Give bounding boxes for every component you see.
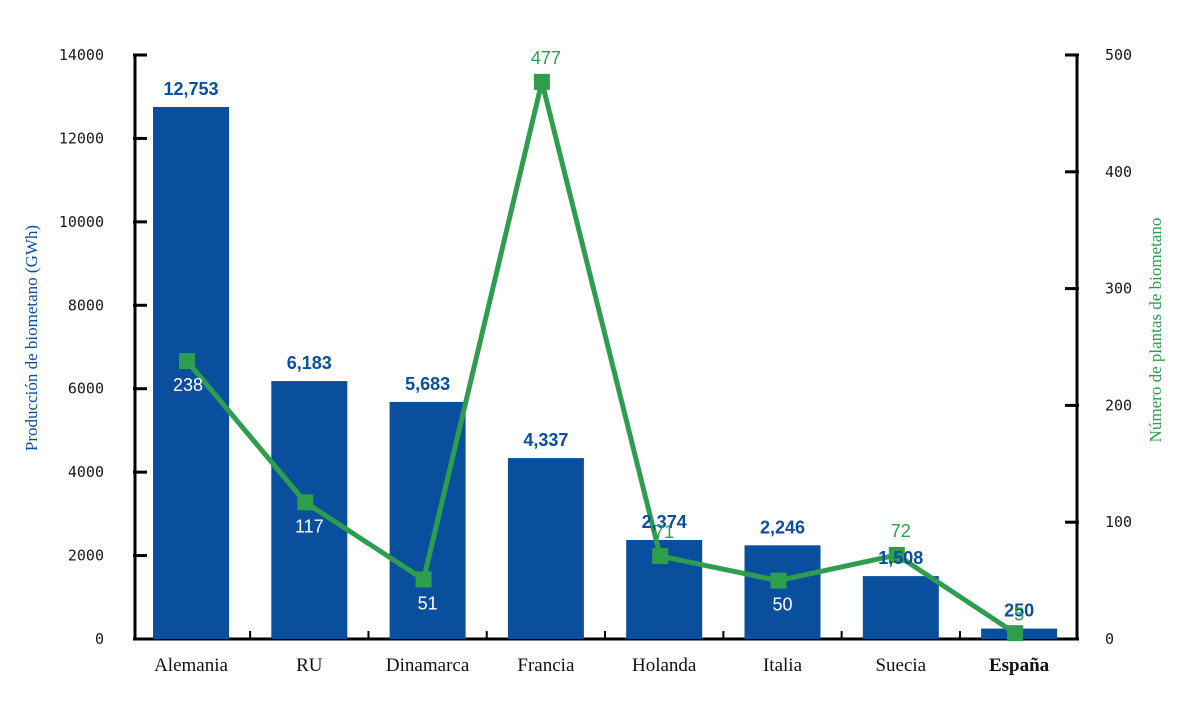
line-marker [888, 546, 905, 563]
left-tick-label: 10000 [59, 213, 104, 231]
left-tick-label: 8000 [68, 296, 104, 314]
category-label: Suecia [875, 655, 926, 676]
left-tick-label: 12000 [59, 129, 104, 147]
bar-value-label: 1,508 [878, 548, 923, 568]
bar-value-label: 2,374 [642, 512, 687, 532]
right-tick-label: 500 [1105, 46, 1132, 64]
bar-value-label: 5,683 [405, 374, 450, 394]
bar [507, 458, 584, 639]
category-label: Francia [517, 655, 575, 676]
line-marker [1007, 625, 1024, 642]
bar [744, 545, 821, 639]
left-tick-label: 4000 [68, 463, 104, 481]
line-value-label: 72 [891, 521, 911, 541]
line-marker [297, 494, 314, 511]
line-marker [652, 548, 669, 565]
category-label: Alemania [154, 655, 228, 676]
right-tick-label: 400 [1105, 163, 1132, 181]
left-tick-label: 6000 [68, 380, 104, 398]
bar [153, 107, 229, 640]
category-label: España [989, 655, 1050, 676]
category-label: Holanda [632, 655, 697, 676]
line-marker [415, 571, 432, 588]
line-value-label: 51 [418, 593, 438, 613]
bar [862, 576, 939, 639]
right-tick-label: 200 [1105, 396, 1132, 414]
line-value-label: 477 [531, 48, 561, 68]
axes: 0 2000 4000 6000 8000 10000 12000 14000 0 100 200 3… [59, 46, 1132, 676]
bar [389, 401, 466, 639]
left-axis-title: Producción de biometano (GWh) [22, 225, 41, 451]
line-marker [770, 572, 787, 589]
bar-series [153, 107, 1058, 640]
left-tick-label: 0 [95, 630, 104, 648]
bar-value-label: 250 [1004, 601, 1034, 621]
category-label: Italia [763, 655, 803, 676]
right-axis-title: Número de plantas de biometano [1146, 218, 1165, 443]
bar-value-label: 12,753 [163, 79, 218, 99]
bar-value-label: 2,246 [760, 517, 805, 537]
bar-value-label: 4,337 [523, 430, 568, 450]
left-tick-label: 2000 [68, 547, 104, 565]
line-value-label: 5 [1014, 605, 1024, 625]
left-tick-label: 14000 [59, 46, 104, 64]
right-tick-label: 0 [1105, 630, 1114, 648]
line-value-label: 117 [295, 516, 324, 536]
line-marker [179, 353, 195, 370]
line-value-label: 71 [654, 522, 674, 542]
data-labels: 12,753 6,183 5,683 4,337 2,374 2,246 1,508 250 2… [163, 48, 1034, 625]
line-marker [533, 73, 550, 90]
line-value-label: 238 [173, 375, 203, 395]
line-path [185, 79, 1017, 636]
right-tick-label: 100 [1105, 513, 1132, 531]
category-label: RU [296, 655, 323, 676]
bar-value-label: 6,183 [287, 353, 332, 373]
line-value-label: 50 [772, 595, 792, 615]
line-series [179, 73, 1024, 642]
right-tick-label: 300 [1105, 280, 1132, 298]
category-label: Dinamarca [386, 655, 470, 676]
